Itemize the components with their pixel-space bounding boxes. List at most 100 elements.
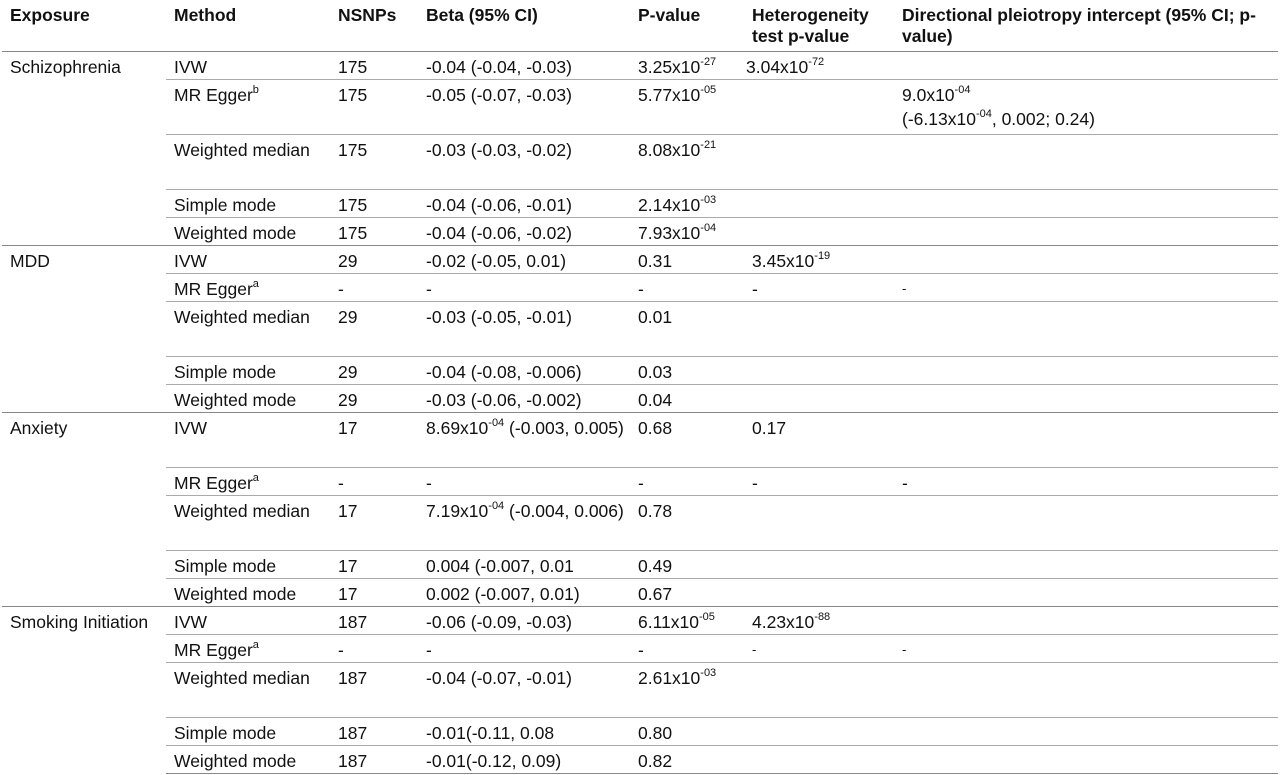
p-value-cell: 0.80 [630,716,744,745]
table-row: Weighted mode 29 -0.03 (-0.06, -0.002) 0… [2,383,1278,412]
method-cell: IVW [166,50,330,79]
pleiotropy-cell [894,355,1278,384]
beta-cell: -0.03 (-0.03, -0.02) [418,133,630,189]
heterogeneity-cell: - [744,272,894,301]
heterogeneity-cell [744,133,894,189]
beta-cell: -0.04 (-0.06, -0.02) [418,216,630,245]
heterogeneity-cell [744,661,894,717]
header-p-value: P-value [630,0,744,52]
heterogeneity-cell [744,216,894,245]
heterogeneity-cell: - [744,633,894,662]
nsnps-cell: 17 [330,411,418,467]
pleiotropy-cell [894,188,1278,217]
method-cell: Simple mode [166,716,330,745]
pleiotropy-cell [894,133,1278,189]
pleiotropy-cell [894,244,1278,273]
pleiotropy-cell [894,744,1278,774]
method-cell: Weighted median [166,494,330,550]
heterogeneity-cell: 0.17 [744,411,894,467]
exposure-cell: Schizophrenia [2,50,166,245]
heterogeneity-cell [744,383,894,412]
heterogeneity-cell: - [744,466,894,495]
nsnps-cell: 175 [330,50,418,79]
beta-cell: -0.03 (-0.05, -0.01) [418,300,630,356]
table-row: MDD IVW 29 -0.02 (-0.05, 0.01) 0.31 3.45… [2,244,1278,412]
heterogeneity-cell: 3.45x10-19 [744,244,894,273]
exposure-cell: MDD [2,244,166,412]
method-cell: Weighted mode [166,383,330,412]
heterogeneity-cell [744,744,894,774]
beta-cell: 8.69x10-04 (-0.003, 0.005) [418,411,630,467]
p-value-cell: 0.68 [630,411,744,467]
method-cell: MR Eggera [166,633,330,662]
p-value-cell: 2.14x10-03 [630,188,744,217]
p-value-cell: - [630,633,744,662]
pleiotropy-cell [894,50,1278,79]
header-nsnps: NSNPs [330,0,418,52]
method-cell: Weighted median [166,133,330,189]
beta-cell: -0.03 (-0.06, -0.002) [418,383,630,412]
header-beta: Beta (95% CI) [418,0,630,52]
method-cell: Simple mode [166,188,330,217]
heterogeneity-cell [744,300,894,356]
exposure-cell: Smoking Initiation [2,605,166,773]
pleiotropy-cell [894,383,1278,412]
pleiotropy-cell [894,494,1278,550]
table-row: Simple mode 29 -0.04 (-0.08, -0.006) 0.0… [2,355,1278,384]
nsnps-cell: 29 [330,300,418,356]
method-cell: MR Eggerb [166,78,330,134]
nsnps-cell: 187 [330,716,418,745]
nsnps-cell: 175 [330,188,418,217]
p-value-cell: 7.93x10-04 [630,216,744,245]
pleiotropy-cell: - [894,633,1278,662]
nsnps-cell: 17 [330,549,418,578]
p-value-cell: - [630,466,744,495]
p-value-cell: 0.04 [630,383,744,412]
p-value-cell: 6.11x10-05 [630,605,744,634]
heterogeneity-cell [744,355,894,384]
method-cell: Simple mode [166,549,330,578]
beta-cell: -0.02 (-0.05, 0.01) [418,244,630,273]
heterogeneity-cell [744,549,894,578]
table-row: MR Eggera - - - - - [2,633,1278,662]
heterogeneity-cell [744,78,894,134]
nsnps-cell: - [330,272,418,301]
heterogeneity-cell [744,494,894,550]
method-cell: Simple mode [166,355,330,384]
method-cell: Weighted mode [166,216,330,245]
table-row: Weighted mode 187 -0.01(-0.12, 0.09) 0.8… [2,744,1278,774]
table-row: Weighted median 29 -0.03 (-0.05, -0.01) … [2,300,1278,356]
beta-cell: - [418,633,630,662]
beta-cell: 7.19x10-04 (-0.004, 0.006) [418,494,630,550]
header-pleiotropy: Directional pleiotropy intercept (95% CI… [894,0,1278,52]
beta-cell: -0.06 (-0.09, -0.03) [418,605,630,634]
heterogeneity-cell: 4.23x10-88 [744,605,894,634]
heterogeneity-cell [744,716,894,745]
table-row: Schizophrenia IVW 175 -0.04 (-0.04, -0.0… [2,50,1278,245]
method-cell: MR Eggera [166,466,330,495]
beta-cell: - [418,272,630,301]
pleiotropy-cell [894,716,1278,745]
p-value-cell: 3.25x10-27 [630,50,744,79]
pleiotropy-cell [894,300,1278,356]
table-row: Smoking Initiation IVW 187 -0.06 (-0.09,… [2,605,1278,773]
table-row: Simple mode 187 -0.01(-0.11, 0.08 0.80 [2,716,1278,745]
exposure-cell: Anxiety [2,411,166,606]
method-cell: IVW [166,244,330,273]
table-row: MR Eggerb 175 -0.05 (-0.07, -0.03) 5.77x… [2,78,1278,134]
nsnps-cell: 187 [330,744,418,774]
p-value-cell: 0.49 [630,549,744,578]
nsnps-cell: 17 [330,577,418,606]
p-value-cell: 0.01 [630,300,744,356]
p-value-cell: 0.31 [630,244,744,273]
beta-cell: -0.04 (-0.07, -0.01) [418,661,630,717]
method-cell: IVW [166,411,330,467]
pleiotropy-cell [894,411,1278,467]
header-method: Method [166,0,330,52]
p-value-cell: 5.77x10-05 [630,78,744,134]
table-row: Weighted mode 175 -0.04 (-0.06, -0.02) 7… [2,216,1278,245]
table-row: Simple mode 17 0.004 (-0.007, 0.01 0.49 [2,549,1278,578]
p-value-cell: 2.61x10-03 [630,661,744,717]
heterogeneity-cell [744,188,894,217]
beta-cell: - [418,466,630,495]
